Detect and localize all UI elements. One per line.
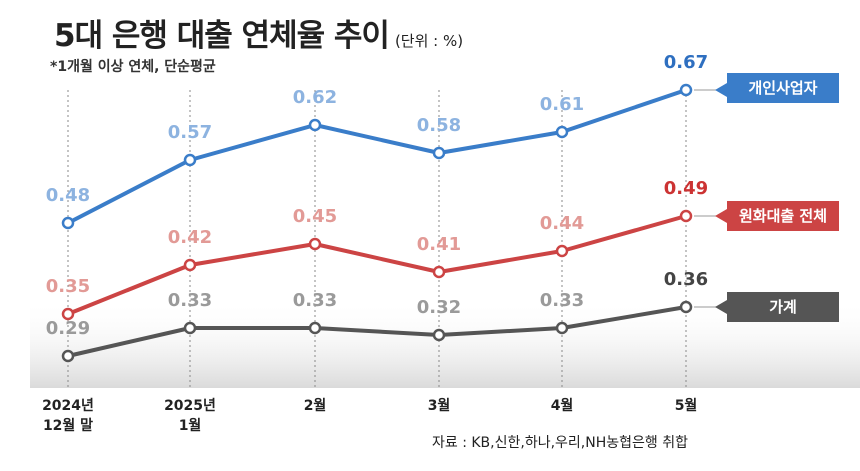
data-point-2-4 (555, 321, 569, 335)
chart-title-text: 5대 은행 대출 연체율 추이 (54, 18, 390, 54)
data-point-2-1 (183, 321, 197, 335)
data-point-2-5 (679, 300, 693, 314)
data-label-2-5: 0.36 (664, 269, 708, 290)
data-point-1-1 (183, 258, 197, 272)
data-label-1-2: 0.45 (293, 206, 337, 227)
x-tick-label-0-1: 12월 말 (43, 417, 93, 434)
data-label-2-2: 0.33 (293, 290, 337, 311)
x-tick-label-1-0: 2025년 (164, 398, 216, 414)
data-point-2-0 (61, 349, 75, 363)
data-label-0-0: 0.48 (46, 185, 90, 206)
series-tag-0 (727, 73, 839, 103)
data-label-0-1: 0.57 (168, 122, 212, 143)
x-tick-label-1-1: 1월 (179, 417, 202, 434)
data-label-1-1: 0.42 (168, 227, 212, 248)
data-label-0-5: 0.67 (664, 52, 708, 73)
data-point-2-2 (308, 321, 322, 335)
data-label-2-0: 0.29 (46, 318, 90, 339)
chart-title: 5대 은행 대출 연체율 추이 (단위 : %) (54, 10, 463, 55)
chart-subtitle: *1개월 이상 연체, 단순평균 (50, 59, 216, 75)
x-tick-label-3-0: 3월 (428, 397, 451, 414)
data-label-0-3: 0.58 (417, 115, 461, 136)
series-tag-2 (727, 292, 839, 322)
plot-background-shade (30, 300, 860, 388)
data-point-1-3 (432, 265, 446, 279)
x-tick-label-2-0: 2월 (304, 397, 327, 414)
data-label-0-2: 0.62 (293, 87, 337, 108)
data-label-1-0: 0.35 (46, 276, 90, 297)
data-point-0-3 (432, 146, 446, 160)
data-label-2-1: 0.33 (168, 290, 212, 311)
data-point-1-5 (679, 209, 693, 223)
data-label-2-4: 0.33 (540, 290, 584, 311)
data-point-2-3 (432, 328, 446, 342)
data-point-0-2 (308, 118, 322, 132)
series-line-0 (67, 88, 687, 225)
data-label-2-3: 0.32 (417, 297, 461, 318)
tag-pointer-0 (715, 83, 727, 97)
series-tag-label-1: 원화대출 전체 (739, 207, 827, 225)
chart-unit: (단위 : %) (394, 32, 464, 50)
series-tag-label-0: 개인사업자 (748, 79, 817, 97)
tag-pointer-1 (715, 209, 727, 223)
series-tag-1 (727, 201, 839, 231)
data-label-1-4: 0.44 (540, 213, 584, 234)
data-point-1-0 (61, 307, 75, 321)
x-tick-label-0-0: 2024년 (42, 398, 94, 414)
data-label-1-5: 0.49 (664, 178, 708, 199)
series-tag-label-2: 가계 (769, 298, 797, 316)
data-label-0-4: 0.61 (540, 94, 584, 115)
series-line-1 (67, 214, 687, 316)
data-point-0-1 (183, 153, 197, 167)
series-line-2 (67, 305, 687, 358)
data-point-0-0 (61, 216, 75, 230)
data-point-1-4 (555, 244, 569, 258)
x-tick-label-4-0: 4월 (551, 397, 574, 414)
tag-pointer-2 (715, 300, 727, 314)
data-point-0-5 (679, 83, 693, 97)
data-point-0-4 (555, 125, 569, 139)
chart-source: 자료 : KB,신한,하나,우리,NH농협은행 취합 (432, 435, 688, 451)
data-point-1-2 (308, 237, 322, 251)
x-tick-label-5-0: 5월 (675, 397, 698, 414)
data-label-1-3: 0.41 (417, 234, 461, 255)
